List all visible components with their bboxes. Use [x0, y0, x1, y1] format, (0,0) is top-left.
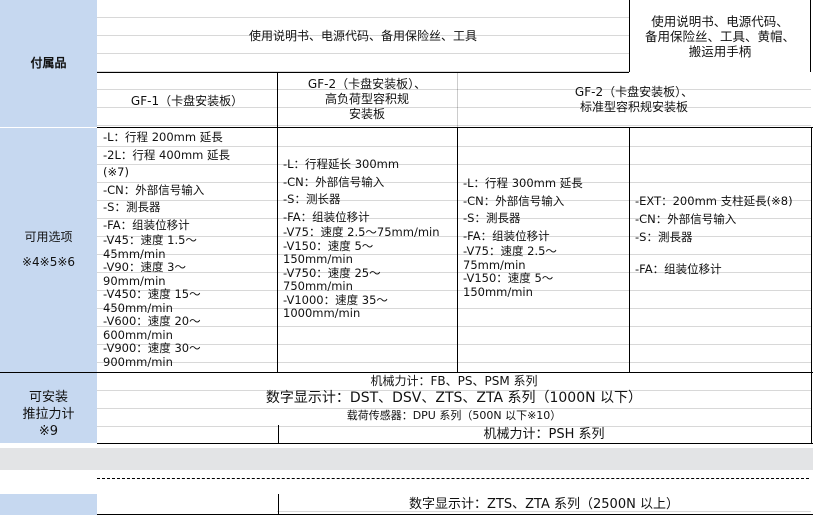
option-item: -FA：组装位移计 [283, 209, 370, 224]
bottom-label-cell [0, 494, 97, 515]
option-item: -L：行程延长 300mm [283, 157, 400, 171]
gauge-text: 数字显示计：DST、DSV、ZTS、ZTA 系列（1000N 以下） [265, 389, 643, 406]
accessories-common: 使用说明书、电源代码、备用保险丝、工具 [97, 0, 629, 72]
option-item: -L：行程 300mm 延長 [463, 176, 583, 190]
option-item: -V150：速度 5～ [283, 238, 374, 253]
accessories-common-text: 使用说明书、电源代码、备用保险丝、工具 [248, 28, 477, 43]
accessories-label: 付属品 [0, 0, 97, 127]
text-line: 标准型容积规安装板 [579, 99, 688, 114]
option-item: 45mm/min [103, 246, 166, 261]
option-item: -FA：组装位移计 [635, 261, 722, 276]
option-item: -FA：组装位移计 [463, 228, 550, 243]
gauge-text: 机械力计：PSH 系列 [483, 426, 605, 442]
option-item: 750mm/min [283, 279, 353, 293]
model-gf1: GF-1（卡盘安装板） [97, 72, 277, 127]
options-label: 可用选项 ※4※5※6 [0, 128, 97, 372]
option-item: -S：測長器 [103, 200, 161, 214]
option-item: 900mm/min [103, 354, 173, 369]
gauge-text: 载荷传感器：DPU 系列（500N 以下※10） [346, 409, 562, 422]
option-item: 450mm/min [103, 300, 173, 315]
gauge-row: 机械力计：PSH 系列 [277, 425, 811, 443]
option-item: -CN：外部信号输入 [635, 212, 737, 226]
gauge-text: 机械力计：FB、PS、PSM 系列 [370, 373, 538, 388]
option-item: 1000mm/min [283, 306, 361, 320]
options-gf1: -L：行程 200mm 延長 -2L：行程 400mm 延長 (※7) -CN：外部信… [97, 129, 277, 372]
gauge-row: 机械力计：FB、PS、PSM 系列 [97, 373, 811, 389]
option-item: -L：行程 200mm 延長 [103, 130, 223, 144]
section-separator [0, 448, 813, 470]
options-label-line: 可用选项 [24, 230, 73, 244]
option-item: -V600：速度 20～ [103, 314, 201, 328]
text-line: 高负荷型容积规 [324, 92, 409, 106]
option-item: -V75：速度 2.5～ [463, 244, 557, 258]
option-item: -CN：外部信号输入 [463, 193, 565, 208]
text-line: 安装板 [348, 107, 385, 121]
gauge-row-bottom: 数字显示计：ZTS、ZTA 系列（2500N 以上） [277, 494, 811, 514]
option-item: 90mm/min [103, 273, 166, 288]
text-line: 使用说明书、电源代码、 [651, 13, 789, 29]
gauges-label-line: 可安装 [28, 389, 68, 405]
option-item: -V450：速度 15～ [103, 287, 201, 301]
options-col4: -EXT：200mm 支柱延長(※8) -CN：外部信号输入 -S：測長器 -FA：组… [629, 129, 811, 372]
option-item: -V75：速度 2.5～75mm/min [283, 225, 440, 239]
gauges-label-line: 推拉力计 [22, 406, 75, 422]
options-gf2-standard: -L：行程 300mm 延長 -CN：外部信号输入 -S：測長器 -FA：组装位移计 -… [457, 129, 629, 372]
option-item: 75mm/min [463, 257, 526, 272]
options-gf2-high: -L：行程延长 300mm -CN：外部信号输入 -S：测长器 -FA：组装位移计 -V… [277, 129, 457, 372]
text-line: GF-2（卡盘安装板）、 [307, 77, 427, 91]
model-gf2-high: GF-2（卡盘安装板）、 高负荷型容积规 安装板 [277, 72, 457, 127]
option-item: -S：测长器 [283, 192, 341, 206]
option-item: (※7) [103, 165, 129, 179]
option-item: -V45：速度 1.5～ [103, 233, 197, 247]
model-gf2-standard: GF-2（卡盘安装板）、 标准型容积规安装板 [457, 72, 811, 127]
option-item: -CN：外部信号输入 [103, 182, 205, 197]
gauge-text: 数字显示计：ZTS、ZTA 系列（2500N 以上） [409, 496, 679, 512]
option-item: -V750：速度 25～ [283, 265, 381, 280]
option-item: -FA：组装位移计 [103, 217, 190, 232]
option-item: -V900：速度 30～ [103, 341, 201, 355]
option-item: -S：測長器 [463, 211, 521, 225]
option-item: -V150：速度 5～ [463, 271, 554, 285]
option-item: -2L：行程 400mm 延長 [103, 147, 231, 162]
option-item: -CN：外部信号输入 [283, 174, 385, 189]
text-line: GF-2（卡盘安装板）、 [574, 84, 694, 99]
text-line: 搬运用手柄 [688, 43, 752, 59]
accessories-col4: 使用说明书、电源代码、 备用保险丝、工具、黄帽、 搬运用手柄 [629, 0, 811, 72]
accessories-label-text: 付属品 [30, 56, 67, 70]
gauges-label-line: ※9 [38, 423, 59, 439]
text-line: 备用保险丝、工具、黄帽、 [644, 28, 795, 44]
option-item: 600mm/min [103, 327, 173, 342]
gauge-row: 数字显示计：DST、DSV、ZTS、ZTA 系列（1000N 以下） [97, 389, 811, 407]
dashed-divider [97, 478, 809, 479]
options-label-line: ※4※5※6 [21, 255, 76, 269]
gauge-row: 载荷传感器：DPU 系列（500N 以下※10） [97, 407, 811, 424]
gauges-area [97, 373, 811, 443]
option-item: -EXT：200mm 支柱延長(※8) [635, 194, 793, 208]
model-gf1-text: GF-1（卡盘安装板） [130, 94, 244, 108]
option-item [629, 246, 811, 260]
gauges-label: 可安装 推拉力计 ※9 [0, 373, 97, 443]
option-item: -V1000：速度 35～ [283, 292, 388, 307]
option-item: -S：測長器 [635, 230, 693, 244]
option-item: -V90：速度 3～ [103, 260, 186, 274]
option-item: 150mm/min [283, 252, 353, 266]
option-item: 150mm/min [463, 284, 533, 299]
